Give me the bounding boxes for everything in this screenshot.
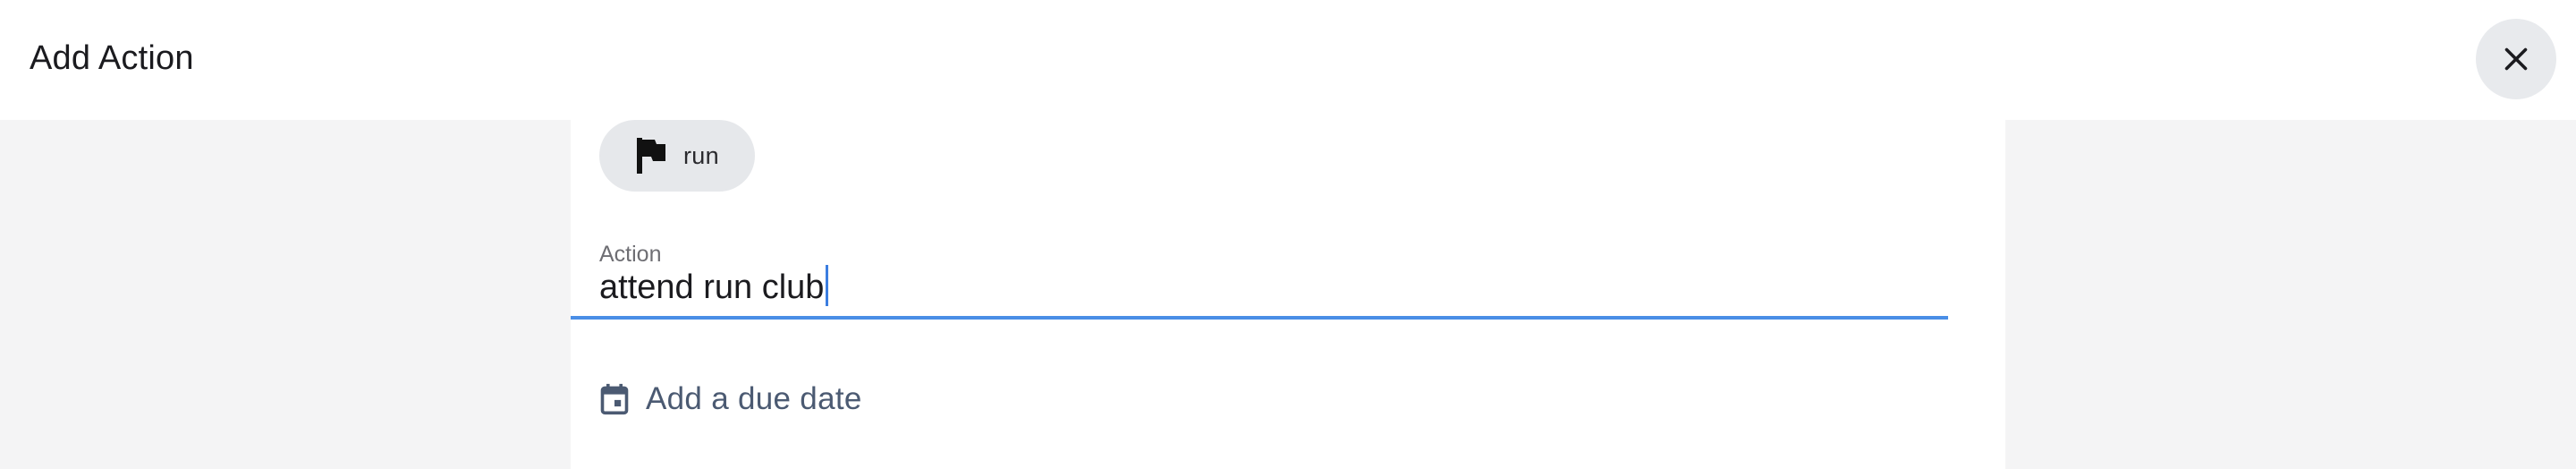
add-due-date-button[interactable]: Add a due date <box>599 377 862 422</box>
action-input[interactable]: attend run club <box>599 265 829 310</box>
calendar-icon <box>600 383 629 415</box>
action-input-value: attend run club <box>599 269 825 306</box>
content-area: run Action attend run club Add a due dat… <box>0 120 2576 469</box>
text-cursor <box>826 265 829 306</box>
goal-chip-label: run <box>683 141 719 169</box>
dialog-header: Add Action <box>0 0 2576 120</box>
action-field-underline <box>571 316 1948 320</box>
dialog-title: Add Action <box>30 39 194 77</box>
action-field[interactable]: Action attend run club <box>599 240 1977 320</box>
action-field-label: Action <box>599 242 662 267</box>
flag-icon <box>637 138 665 174</box>
close-button[interactable] <box>2476 19 2556 99</box>
close-icon <box>2504 47 2528 71</box>
form-panel: run Action attend run club Add a due dat… <box>571 120 2005 469</box>
add-due-date-label: Add a due date <box>646 381 862 416</box>
goal-chip[interactable]: run <box>599 120 755 192</box>
